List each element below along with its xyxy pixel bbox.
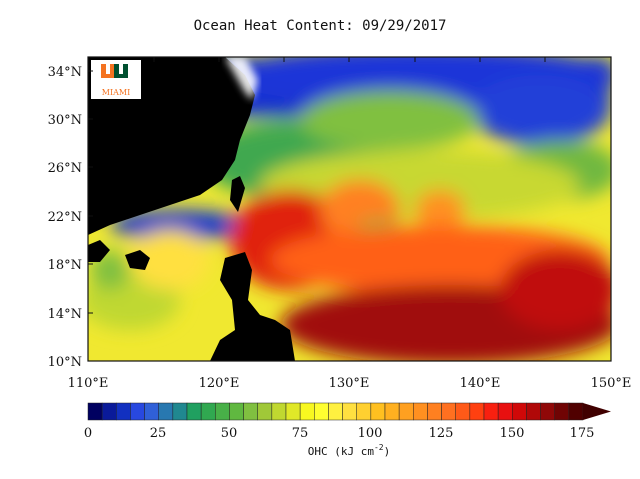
colorbar-bin [215, 402, 230, 421]
colorbar-bin [427, 402, 442, 421]
colorbar-bin [243, 402, 258, 421]
lat-label: 14°N [48, 307, 82, 322]
colorbar-bin [413, 402, 428, 421]
colorbar-bin [200, 402, 216, 421]
colorbar-bin [130, 402, 145, 421]
colorbar-tick: 125 [429, 426, 454, 441]
lat-label: 34°N [48, 65, 82, 80]
colorbar-bin [186, 402, 202, 421]
lon-label: 110°E [68, 376, 109, 391]
colorbar-tick: 0 [84, 426, 92, 441]
land [88, 57, 295, 361]
colorbar-tick: 175 [570, 426, 595, 441]
colorbar-bin [398, 402, 414, 421]
lon-label: 120°E [199, 376, 240, 391]
miami-logo: MIAMI [91, 60, 141, 99]
colorbar-bin [469, 402, 485, 421]
lat-axis: 34°N 30°N 26°N 22°N 18°N 14°N 10°N [48, 57, 546, 370]
colorbar-bin [370, 402, 386, 421]
colorbar-tick: 25 [150, 426, 167, 441]
colorbar-tick: 50 [221, 426, 238, 441]
colorbar-bin [314, 402, 329, 421]
map-title: Ocean Heat Content: 09/29/2017 [193, 18, 447, 34]
colorbar-bin [455, 402, 471, 421]
colorbar-bin [87, 402, 103, 421]
colorbar-bin [158, 402, 174, 421]
colorbar-bin [497, 402, 513, 421]
lat-label: 30°N [48, 113, 82, 128]
lon-label: 150°E [591, 376, 632, 391]
colorbar-bin [512, 402, 527, 421]
colorbar-bin [172, 402, 188, 421]
colorbar-bin [441, 402, 456, 421]
colorbar-bin [144, 402, 159, 421]
colorbar-tick: 75 [292, 426, 309, 441]
heat-field [88, 57, 611, 361]
colorbar-bin [526, 402, 541, 421]
colorbar-bin [342, 402, 357, 421]
colorbar [87, 402, 611, 421]
lat-label: 26°N [48, 161, 82, 176]
colorbar-ticks: 0 25 50 75 100 125 150 175 [84, 426, 595, 441]
lat-label: 10°N [48, 355, 82, 370]
colorbar-bin [328, 402, 343, 421]
colorbar-bin [257, 402, 273, 421]
colorbar-bin [271, 402, 287, 421]
colorbar-bin [568, 402, 584, 421]
colorbar-bin [299, 402, 315, 421]
colorbar-tick: 100 [358, 426, 383, 441]
lon-label: 130°E [329, 376, 370, 391]
colorbar-bin [384, 402, 400, 421]
colorbar-bin [101, 402, 117, 421]
svg-text:MIAMI: MIAMI [102, 88, 130, 97]
colorbar-bin [285, 402, 301, 421]
lat-label: 18°N [48, 258, 82, 273]
colorbar-label: OHC (kJ cm-2) [308, 443, 391, 458]
colorbar-tick: 150 [500, 426, 525, 441]
colorbar-bin [229, 402, 244, 421]
colorbar-bin [356, 402, 372, 421]
colorbar-bin [483, 402, 499, 421]
lat-label: 22°N [48, 210, 82, 225]
colorbar-bin [554, 402, 570, 421]
lon-label: 140°E [460, 376, 501, 391]
colorbar-bin [116, 402, 131, 421]
colorbar-bin [540, 402, 555, 421]
colorbar-extend-arrow [583, 403, 611, 420]
lon-axis: 110°E 120°E 130°E 140°E 150°E [68, 376, 632, 391]
